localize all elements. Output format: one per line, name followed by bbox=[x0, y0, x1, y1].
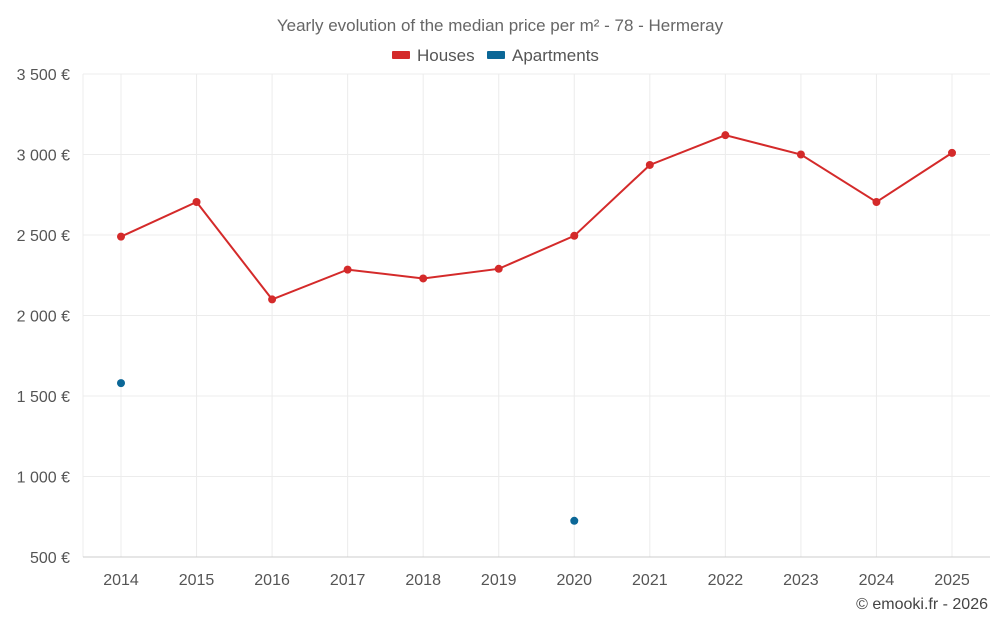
houses-data-point bbox=[419, 274, 428, 283]
houses-data-point bbox=[343, 265, 352, 274]
houses-data-point bbox=[570, 231, 579, 240]
y-tick-label: 2 500 € bbox=[17, 228, 70, 245]
houses-data-point bbox=[117, 232, 125, 241]
y-axis: 500 € 1 000 € 1 500 € 2 000 € 2 500 € 3 000 €… bbox=[17, 67, 70, 567]
y-tick-label: 2 000 € bbox=[17, 309, 70, 326]
x-tick-label: 2023 bbox=[783, 572, 819, 589]
x-tick-label: 2022 bbox=[708, 572, 744, 589]
x-tick-label: 2017 bbox=[330, 572, 366, 589]
legend-apartments-swatch bbox=[487, 51, 505, 59]
houses-data-point bbox=[645, 160, 654, 169]
houses-data-point bbox=[872, 197, 881, 206]
legend-houses-swatch bbox=[392, 51, 410, 59]
x-tick-label: 2015 bbox=[179, 572, 215, 589]
series bbox=[117, 131, 956, 525]
houses-series-line bbox=[120, 134, 953, 301]
legend-houses-label[interactable]: Houses bbox=[417, 46, 475, 65]
legend: Houses Apartments bbox=[392, 46, 599, 65]
x-axis: 2014 2015 2016 2017 2018 2019 2020 2021 2022 2023… bbox=[83, 556, 990, 589]
legend-apartments-label[interactable]: Apartments bbox=[512, 46, 599, 65]
houses-data-point bbox=[796, 150, 805, 159]
houses-data-point bbox=[494, 264, 503, 273]
x-tick-label: 2024 bbox=[859, 572, 895, 589]
x-tick-label: 2020 bbox=[556, 572, 592, 589]
x-tick-label: 2016 bbox=[254, 572, 290, 589]
x-tick-label: 2025 bbox=[934, 572, 970, 589]
chart-title: Yearly evolution of the median price per… bbox=[277, 16, 724, 35]
x-tick-label: 2019 bbox=[481, 572, 517, 589]
apartments-data-point bbox=[117, 379, 125, 388]
x-tick-label: 2021 bbox=[632, 572, 668, 589]
y-tick-label: 1 000 € bbox=[17, 470, 70, 487]
y-tick-label: 3 000 € bbox=[17, 148, 70, 165]
y-tick-label: 1 500 € bbox=[17, 389, 70, 406]
x-tick-label: 2014 bbox=[103, 572, 139, 589]
y-tick-label: 500 € bbox=[30, 550, 70, 567]
credit-text: © emooki.fr - 2026 bbox=[856, 596, 988, 613]
apartments-data-point bbox=[570, 516, 579, 525]
x-tick-label: 2018 bbox=[405, 572, 441, 589]
houses-data-point bbox=[268, 295, 277, 304]
houses-data-point bbox=[948, 148, 956, 157]
grid bbox=[82, 73, 990, 557]
houses-data-point bbox=[721, 131, 730, 140]
houses-data-point bbox=[192, 197, 201, 206]
y-tick-label: 3 500 € bbox=[17, 67, 70, 84]
